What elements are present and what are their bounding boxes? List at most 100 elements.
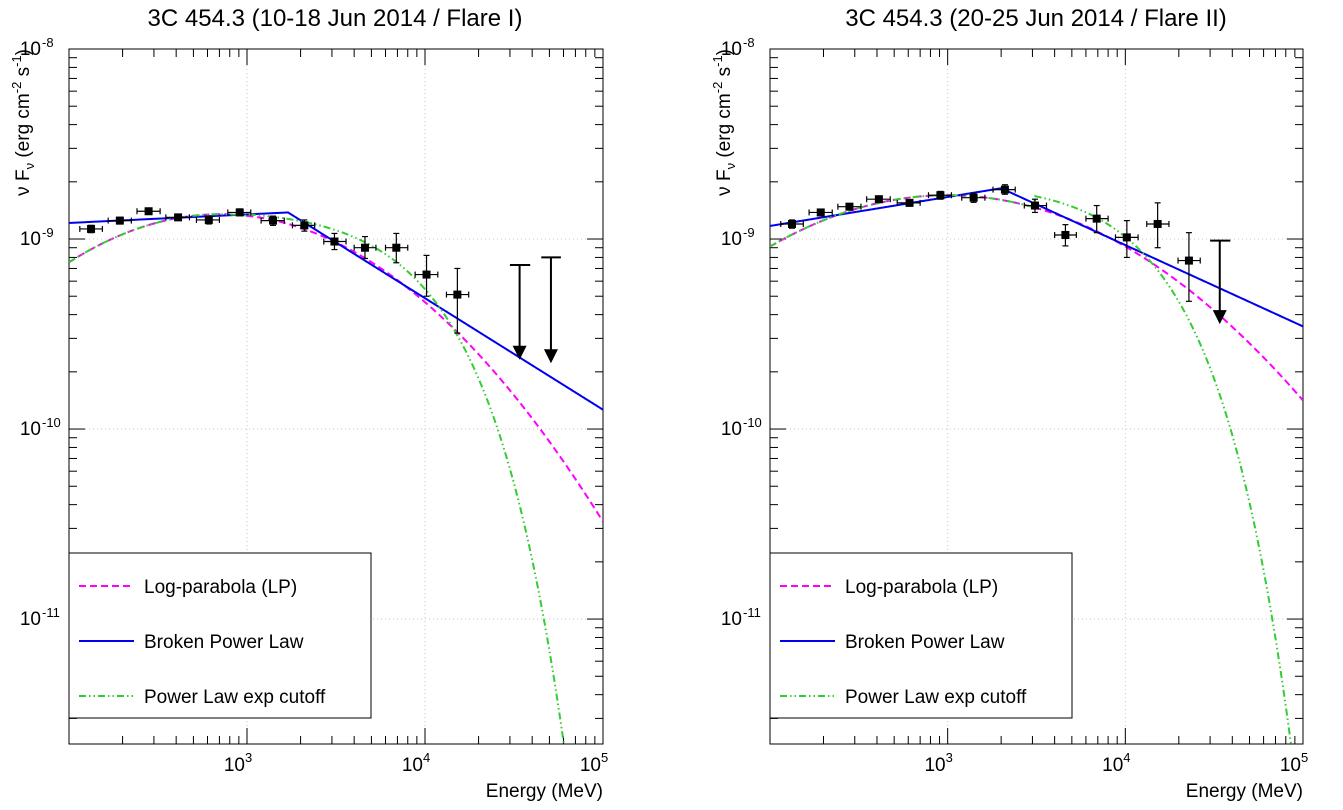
- y-tick-label: 10: [20, 39, 41, 60]
- data-point: [1023, 198, 1048, 214]
- data-marker: [269, 216, 278, 225]
- legend-box: [68, 552, 372, 719]
- data-point: [165, 213, 191, 222]
- ylabel-part: (erg cm: [13, 93, 34, 163]
- data-marker: [1153, 219, 1162, 228]
- model-curve-lp: [770, 194, 1303, 402]
- data-point: [1114, 220, 1139, 259]
- data-point: [1054, 224, 1077, 247]
- upper-limit: [541, 256, 561, 364]
- plot-frame: [769, 48, 1304, 745]
- data-point: [808, 208, 833, 217]
- data-marker: [874, 195, 883, 204]
- chart-title: 3C 454.3 (10-18 Jun 2014 / Flare I): [148, 5, 523, 32]
- data-marker: [936, 191, 945, 200]
- chart-panel-1: 3C 454.3 (10-18 Jun 2014 / Flare I) 10 3 10…: [9, 5, 608, 802]
- data-point: [1177, 232, 1201, 302]
- upper-limit-arrowhead: [543, 349, 558, 364]
- data-marker: [392, 243, 401, 252]
- data-point: [353, 235, 377, 260]
- ylabel-sup: -1: [710, 55, 725, 67]
- x-tick-label: 103: [924, 750, 952, 776]
- data-point: [227, 208, 252, 217]
- legend-entry-label: Log-parabola (LP): [144, 577, 297, 598]
- y-tick-label: 10: [20, 419, 41, 440]
- upper-limit: [1210, 239, 1231, 325]
- y-tick-label: 10: [721, 39, 742, 60]
- upper-limit-arrowhead: [512, 345, 527, 360]
- tick-base: 10: [20, 39, 41, 60]
- ylabel-part: s: [13, 67, 34, 82]
- y-tick-exponent: -10: [42, 415, 61, 430]
- data-marker: [1184, 256, 1193, 265]
- data-point: [927, 190, 953, 200]
- model-curve-plec: [69, 213, 565, 744]
- data-marker: [174, 213, 183, 222]
- data-point: [107, 216, 132, 225]
- tick-exponent: 3: [245, 750, 252, 765]
- chart-title: 3C 454.3 (20-25 Jun 2014 / Flare II): [845, 5, 1227, 32]
- tick-base: 10: [1280, 755, 1301, 776]
- tick-exponent: 5: [1301, 750, 1308, 765]
- axis-ticks: [769, 48, 1304, 744]
- legend-entry-label: Broken Power Law: [144, 632, 304, 653]
- data-marker: [1092, 214, 1101, 223]
- data-point: [323, 232, 347, 251]
- data-marker: [816, 208, 825, 217]
- data-marker: [905, 198, 914, 207]
- data-point: [1146, 202, 1170, 249]
- tick-base: 10: [20, 419, 41, 440]
- data-marker: [788, 219, 797, 228]
- data-point: [291, 219, 316, 232]
- model-curve-lp: [69, 213, 603, 523]
- data-point: [866, 195, 891, 204]
- y-axis-title: ν Fν (erg cm-2 s-1): [9, 49, 37, 196]
- legend-entry-label: Power Law exp cutoff: [845, 687, 1027, 708]
- plot-frame: [68, 48, 604, 745]
- data-point: [961, 192, 986, 203]
- data-marker: [845, 202, 854, 211]
- data-point: [445, 267, 470, 334]
- data-point: [780, 219, 804, 229]
- y-tick-exponent: -8: [743, 35, 755, 50]
- tick-base: 10: [1102, 755, 1123, 776]
- data-point: [837, 202, 862, 211]
- data-point: [260, 215, 285, 226]
- y-tick-exponent: -10: [743, 415, 762, 430]
- data-point: [1085, 204, 1109, 234]
- y-tick-label: 10: [721, 609, 742, 630]
- data-marker: [235, 208, 244, 217]
- data-point: [136, 207, 161, 216]
- x-axis-title: Energy (MeV): [1186, 781, 1303, 802]
- tick-base: 10: [721, 229, 742, 250]
- legend-entry-label: Power Law exp cutoff: [144, 687, 326, 708]
- model-curve-plec: [770, 194, 1292, 744]
- upper-limit: [509, 263, 531, 360]
- data-point: [992, 184, 1016, 195]
- upper-limits: [509, 256, 561, 364]
- data-point: [195, 215, 221, 225]
- x-tick-label: 104: [1102, 750, 1130, 776]
- tick-base: 10: [402, 755, 423, 776]
- tick-base: 10: [721, 609, 742, 630]
- ylabel-sup: -2: [9, 82, 24, 94]
- data-marker: [1000, 185, 1009, 194]
- data-marker: [969, 193, 978, 202]
- ylabel-part: ν F: [13, 169, 34, 195]
- y-tick-label: 10: [721, 419, 742, 440]
- y-tick-exponent: -9: [42, 225, 54, 240]
- legend: Log-parabola (LP) Broken Power Law Power L…: [769, 552, 1073, 719]
- data-marker: [1061, 230, 1070, 239]
- y-tick-exponent: -11: [743, 605, 761, 620]
- tick-exponent: 4: [423, 750, 430, 765]
- ylabel-part: ): [13, 49, 34, 55]
- tick-exponent: 5: [601, 750, 608, 765]
- data-marker: [115, 216, 124, 225]
- legend-entry-label: Broken Power Law: [845, 632, 1005, 653]
- ylabel-part: (erg cm: [714, 93, 735, 163]
- data-point: [79, 224, 103, 234]
- tick-exponent: 3: [946, 750, 953, 765]
- data-marker: [360, 243, 369, 252]
- data-points: [780, 184, 1201, 302]
